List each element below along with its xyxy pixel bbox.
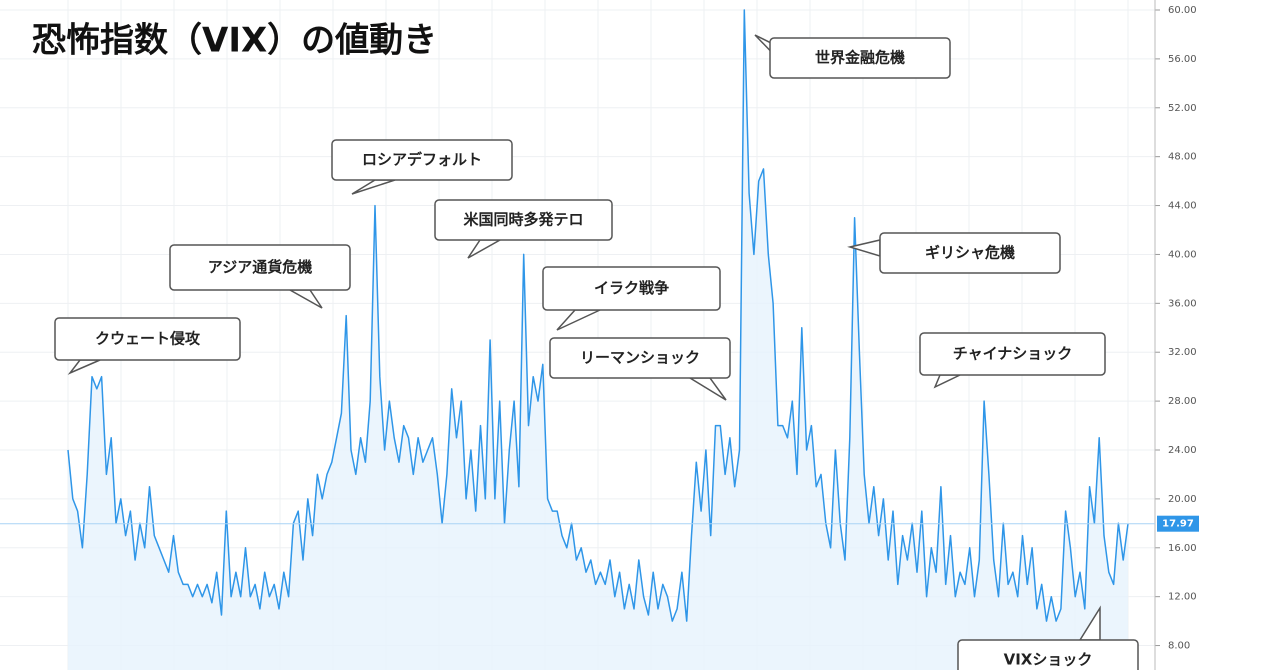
callout-box	[957, 639, 1139, 670]
callout-box	[542, 266, 721, 311]
callout-box	[549, 337, 731, 379]
callout-tail	[556, 309, 601, 331]
y-tick-label: 40.00	[1168, 249, 1197, 260]
y-tick-label: 16.00	[1168, 543, 1197, 554]
callout-tail	[933, 374, 961, 389]
callout-label: リーマンショック	[580, 349, 700, 367]
last-value-badge	[1157, 515, 1199, 532]
vix-line	[67, 9, 1129, 622]
callout-tail	[351, 179, 396, 195]
callout: リーマンショック	[549, 337, 731, 401]
y-tick-label: 44.00	[1168, 201, 1197, 212]
y-tick-label: 32.00	[1168, 347, 1197, 358]
callout: 米国同時多発テロ	[434, 199, 613, 259]
callout-label: 米国同時多発テロ	[463, 211, 583, 229]
callout-box	[169, 244, 351, 291]
callout-label: チャイナショック	[953, 345, 1073, 363]
callout: VIXショック	[957, 605, 1139, 670]
callout: ロシアデフォルト	[331, 139, 513, 195]
callout: ギリシャ危機	[847, 232, 1061, 274]
y-tick-label: 60.00	[1168, 5, 1197, 16]
callout-label: アジア通貨危機	[208, 258, 312, 276]
callout-label: ギリシャ危機	[925, 244, 1015, 262]
callout-box	[919, 332, 1106, 376]
area-fill	[68, 10, 1128, 670]
callout: アジア通貨危機	[169, 244, 351, 309]
y-tick-label: 8.00	[1168, 641, 1190, 652]
callout-box	[434, 199, 613, 241]
y-tick-label: 56.00	[1168, 54, 1197, 65]
y-tick-label: 12.00	[1168, 592, 1197, 603]
callout: クウェート侵攻	[54, 317, 241, 375]
y-tick-label: 36.00	[1168, 298, 1197, 309]
last-value-label: 17.97	[1162, 519, 1194, 530]
callout: イラク戦争	[542, 266, 721, 331]
chart-title: 恐怖指数（VIX）の値動き	[32, 21, 437, 61]
y-tick-label: 48.00	[1168, 152, 1197, 163]
y-tick-label: 28.00	[1168, 396, 1197, 407]
callout-tail	[467, 239, 503, 259]
callout-tail	[287, 289, 323, 309]
callout-box	[54, 317, 241, 361]
callout: 世界金融危機	[754, 34, 951, 79]
callout-label: イラク戦争	[594, 279, 669, 297]
y-tick-label: 24.00	[1168, 445, 1197, 456]
callout-box	[879, 232, 1061, 274]
callout-label: クウェート侵攻	[95, 330, 201, 348]
callout-tail	[67, 359, 101, 375]
callout-label: 世界金融危機	[815, 49, 905, 67]
callout-label: ロシアデフォルト	[362, 151, 482, 169]
y-tick-label: 52.00	[1168, 103, 1197, 114]
callout-box	[331, 139, 513, 181]
callout-tail	[687, 377, 727, 401]
y-tick-label: 20.00	[1168, 494, 1197, 505]
callout: チャイナショック	[919, 332, 1106, 389]
callout-box	[769, 37, 951, 79]
callout-label: VIXショック	[1004, 651, 1093, 669]
